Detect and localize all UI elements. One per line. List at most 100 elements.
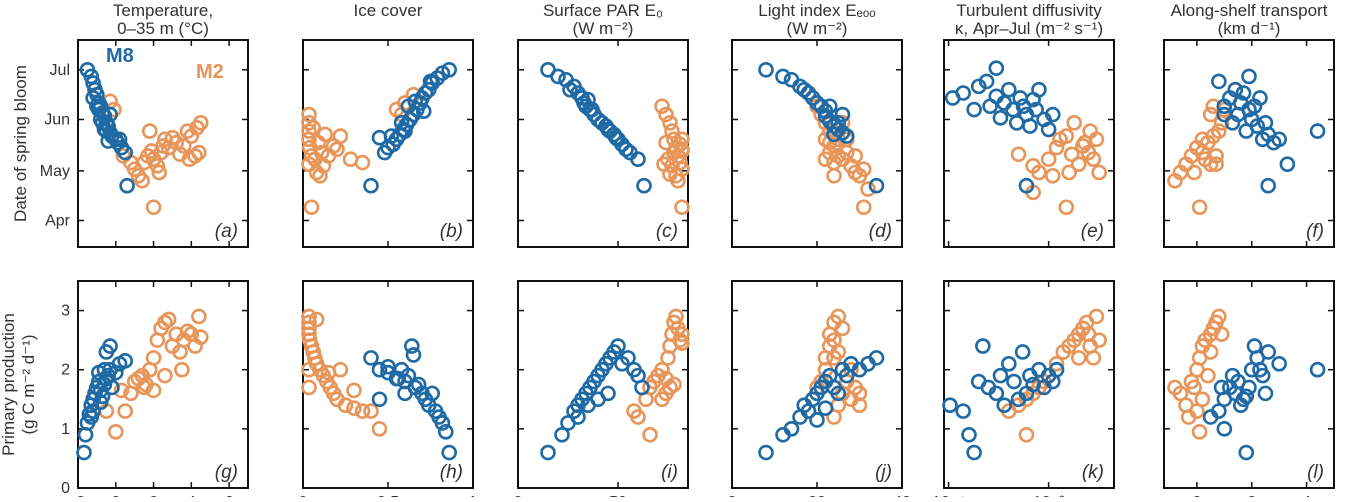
series-label-m8: M8 — [106, 45, 134, 67]
m2-point — [332, 361, 349, 378]
m2-point — [1040, 151, 1057, 168]
m2-point — [821, 134, 838, 151]
m2-point — [851, 397, 868, 414]
m8-point — [117, 353, 134, 369]
m2-point — [654, 391, 670, 408]
row-label-2-line-2: (g C m⁻² d⁻¹) — [19, 334, 38, 434]
m2-point — [826, 350, 842, 366]
m2-point — [157, 314, 173, 331]
m8-point — [817, 400, 834, 416]
m8-point — [1249, 118, 1266, 134]
m2-point — [1186, 379, 1202, 396]
m2-point — [1058, 199, 1075, 216]
m2-point — [662, 115, 678, 131]
row-label-1-line-1: Date of spring bloom — [11, 65, 30, 222]
m8-point — [102, 338, 118, 354]
m2-point — [1080, 326, 1097, 343]
m2-point — [674, 199, 690, 216]
m8-point — [1254, 367, 1271, 384]
m8-point — [620, 350, 636, 366]
m8-point — [570, 409, 586, 425]
m2-point — [1031, 164, 1047, 181]
m8-point — [1238, 388, 1255, 405]
panel-b: (b) — [301, 39, 474, 248]
m2-point — [855, 161, 872, 177]
panel-label: (d) — [869, 221, 892, 242]
m8-point — [540, 444, 556, 461]
m2-point — [658, 106, 674, 123]
panel-label: (h) — [440, 462, 463, 483]
m2-point — [834, 320, 851, 337]
panel-frame — [1163, 280, 1335, 489]
m2-point — [664, 123, 680, 139]
m2-point — [157, 367, 173, 384]
m8-point — [400, 98, 417, 115]
m2-point — [654, 98, 670, 115]
m8-point — [434, 415, 451, 431]
m8-point — [610, 338, 626, 354]
m2-point — [346, 400, 362, 416]
m8-point — [580, 397, 596, 414]
m2-point — [174, 361, 190, 378]
column-title-1-line-1: Temperature, — [113, 1, 213, 20]
m2-point — [141, 123, 158, 139]
m8-point — [942, 397, 958, 414]
m2-point — [1211, 308, 1227, 325]
m8-point — [1018, 177, 1035, 194]
m8-point — [363, 177, 379, 194]
m8-point — [1012, 90, 1029, 106]
m8-point — [89, 98, 105, 115]
column-title-6-line-2: (km d⁻¹) — [1218, 19, 1281, 38]
m2-point — [1066, 115, 1082, 131]
m8-point — [966, 101, 982, 118]
column-title-1-line-2: 0–35 m (°C) — [117, 19, 209, 38]
m2-point — [136, 379, 152, 396]
m2-point — [1061, 164, 1077, 181]
panel-l: 024(l) — [1163, 280, 1335, 502]
m2-point — [117, 403, 134, 419]
m8-point — [380, 358, 396, 375]
m2-point — [662, 166, 678, 182]
m2-point — [181, 151, 198, 168]
m2-point — [672, 136, 688, 153]
panel-frame — [77, 280, 249, 489]
m8-point — [1211, 73, 1227, 90]
m2-point — [1213, 326, 1230, 343]
y-tick-label: 1 — [61, 421, 70, 438]
panel-a: Apr May Jun Jul (a) — [40, 39, 249, 248]
panel-label: (c) — [656, 221, 678, 242]
m2-point — [317, 126, 333, 143]
m2-point — [1202, 106, 1219, 123]
m2-point — [1070, 350, 1087, 366]
m2-point — [1186, 164, 1202, 181]
panel-frame — [731, 280, 903, 489]
panel-e: (e) — [943, 39, 1115, 248]
m8-point — [393, 115, 410, 131]
m2-point — [1191, 199, 1208, 216]
m8-point — [1271, 131, 1287, 148]
column-title-3-line-2: (W m⁻²) — [573, 19, 634, 38]
m2-point — [674, 326, 690, 343]
m2-point — [175, 138, 192, 154]
m8-point — [775, 68, 791, 85]
m8-point — [868, 350, 885, 366]
m8-point — [397, 123, 413, 139]
m8-point — [400, 367, 417, 384]
m8-point — [363, 350, 379, 366]
panel-k: 10⁻⁴10⁻³(k) — [932, 280, 1115, 502]
m8-point — [1260, 177, 1276, 194]
m2-point — [1194, 131, 1211, 148]
m2-point — [160, 311, 177, 328]
panel-j: 02040(j) — [728, 280, 911, 502]
m8-point — [1235, 85, 1252, 101]
m2-point — [301, 106, 317, 123]
m8-point — [98, 123, 115, 139]
m8-point — [371, 129, 388, 146]
panel-label: (l) — [1307, 462, 1324, 483]
m2-point — [134, 172, 151, 189]
m8-point — [1044, 106, 1061, 123]
row-label-2-line-1: Primary production — [0, 313, 18, 456]
m2-point — [191, 308, 207, 325]
column-title-4-line-2: (W m⁻²) — [787, 19, 848, 38]
m2-point — [329, 141, 345, 158]
